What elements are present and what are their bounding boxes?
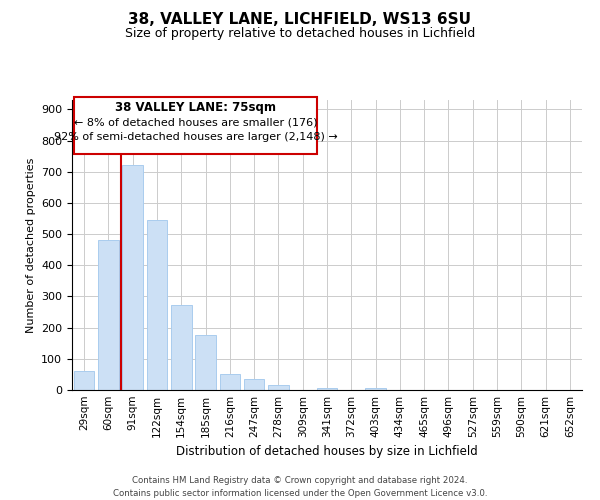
Bar bbox=[244, 379, 265, 390]
Bar bbox=[365, 388, 386, 390]
Bar bbox=[220, 374, 240, 390]
Y-axis label: Number of detached properties: Number of detached properties bbox=[26, 158, 35, 332]
Bar bbox=[171, 305, 191, 390]
Bar bbox=[317, 388, 337, 390]
Text: Size of property relative to detached houses in Lichfield: Size of property relative to detached ho… bbox=[125, 28, 475, 40]
Bar bbox=[74, 372, 94, 390]
Text: Contains public sector information licensed under the Open Government Licence v3: Contains public sector information licen… bbox=[113, 489, 487, 498]
Bar bbox=[98, 240, 119, 390]
Text: ← 8% of detached houses are smaller (176): ← 8% of detached houses are smaller (176… bbox=[74, 118, 317, 128]
Text: 92% of semi-detached houses are larger (2,148) →: 92% of semi-detached houses are larger (… bbox=[54, 132, 338, 142]
Bar bbox=[195, 336, 216, 390]
Text: 38, VALLEY LANE, LICHFIELD, WS13 6SU: 38, VALLEY LANE, LICHFIELD, WS13 6SU bbox=[128, 12, 472, 28]
Bar bbox=[268, 386, 289, 390]
Bar bbox=[146, 220, 167, 390]
Text: Contains HM Land Registry data © Crown copyright and database right 2024.: Contains HM Land Registry data © Crown c… bbox=[132, 476, 468, 485]
X-axis label: Distribution of detached houses by size in Lichfield: Distribution of detached houses by size … bbox=[176, 446, 478, 458]
Text: 38 VALLEY LANE: 75sqm: 38 VALLEY LANE: 75sqm bbox=[115, 102, 277, 114]
Bar bbox=[122, 166, 143, 390]
FancyBboxPatch shape bbox=[74, 97, 317, 154]
